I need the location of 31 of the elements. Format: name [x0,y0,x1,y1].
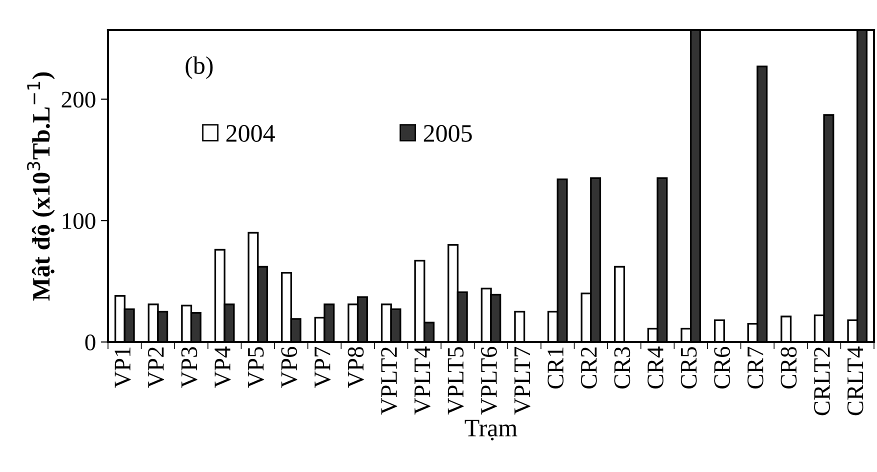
x-tick-label: CR4 [648,346,664,388]
x-tick-label: CR2 [580,347,597,388]
x-tick-label: VP3 [181,347,198,388]
y-axis-title: Mật độ (x10$^{3}$Tb.L$^{−1}$) [26,72,55,301]
x-tick-label: VP2 [148,347,164,388]
x-tick-label: VP7 [314,346,331,388]
x-axis-title: Trạm [464,420,518,440]
y-tick-label: 0 [85,334,96,350]
x-tick-label: CR1 [548,348,564,388]
x-tick-label: CRLT4 [847,346,864,416]
legend-label: 2005 [424,124,472,142]
x-tick-label: VPLT5 [448,347,464,415]
x-tick-label: CR7 [747,346,764,388]
legend-label: 2004 [226,124,275,142]
x-tick-label: CR3 [614,347,630,388]
x-tick-label: VP6 [281,346,298,388]
x-tick-label: VPLT4 [414,346,430,415]
annotation: (b) [186,56,213,80]
x-tick-label: CR6 [714,346,730,388]
x-tick-label: VPLT7 [514,346,530,415]
x-tick-label: VP8 [348,347,364,388]
x-tick-label: VPLT6 [481,346,498,415]
y-tick-label: 100 [62,213,96,230]
x-tick-label: CR5 [680,347,697,388]
y-tick-label: 200 [62,92,96,108]
x-tick-label: VP1 [114,348,131,388]
x-tick-label: VPLT2 [381,347,398,415]
x-tick-label: CR8 [780,347,797,388]
x-tick-label: CRLT2 [814,347,830,416]
x-tick-label: VP5 [248,347,264,388]
x-tick-label: VP4 [214,346,231,388]
